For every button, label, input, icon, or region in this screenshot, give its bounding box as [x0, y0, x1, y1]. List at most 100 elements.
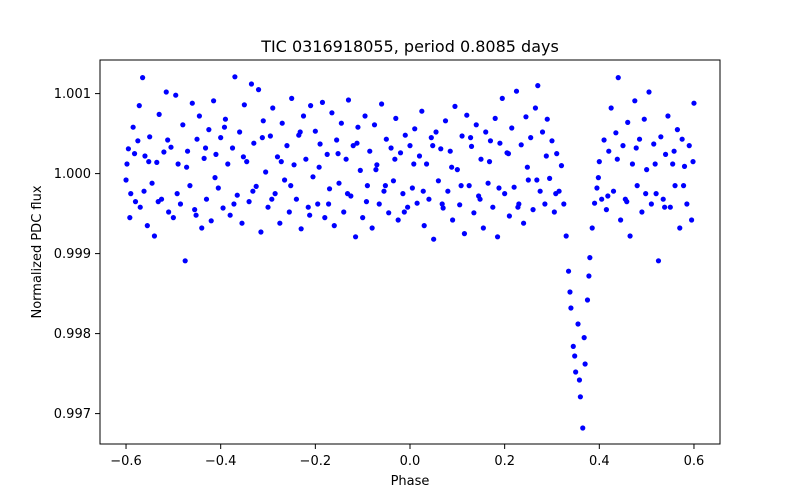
data-point	[544, 116, 550, 122]
data-point	[263, 169, 269, 175]
data-point	[241, 102, 247, 108]
data-point	[316, 164, 322, 170]
data-point	[315, 201, 321, 207]
data-point	[388, 145, 394, 151]
data-point	[543, 153, 549, 159]
data-point	[202, 145, 209, 151]
data-point	[549, 138, 555, 144]
data-point	[601, 137, 607, 143]
data-point	[397, 150, 404, 156]
data-point	[260, 118, 266, 124]
data-point	[141, 188, 147, 194]
x-tick-label: 0.2	[494, 454, 515, 469]
data-point	[513, 88, 520, 94]
data-point	[525, 177, 531, 183]
data-point	[374, 162, 380, 168]
data-point	[515, 204, 521, 210]
x-tick-label: 0.4	[589, 454, 610, 469]
y-tick-label: 1.000	[54, 167, 91, 182]
data-point	[193, 212, 199, 218]
data-point	[610, 188, 617, 194]
data-point	[636, 136, 643, 142]
data-point	[478, 156, 484, 162]
data-point	[231, 201, 237, 207]
x-axis-label: Phase	[391, 474, 430, 489]
data-point	[180, 122, 186, 128]
data-point	[272, 191, 278, 197]
data-point	[379, 101, 385, 107]
y-tick-label: 0.997	[54, 407, 91, 422]
data-point	[605, 193, 611, 199]
data-point	[363, 199, 370, 205]
data-point	[511, 184, 517, 190]
data-point	[587, 255, 593, 261]
data-point	[221, 124, 228, 130]
data-point	[565, 268, 572, 274]
data-point	[547, 175, 553, 181]
data-point	[660, 196, 666, 202]
data-point	[251, 140, 257, 146]
data-point	[509, 125, 515, 131]
data-point	[142, 153, 148, 159]
data-point	[156, 111, 162, 117]
data-point	[428, 135, 434, 141]
data-point	[449, 164, 455, 170]
data-point	[355, 124, 361, 130]
data-point	[220, 205, 226, 211]
data-point	[401, 209, 407, 215]
data-point	[535, 83, 541, 89]
data-point	[175, 161, 181, 167]
data-point	[582, 361, 588, 367]
data-point	[421, 223, 427, 229]
data-point	[684, 201, 690, 207]
y-tick-label: 0.999	[54, 247, 91, 262]
data-point	[184, 164, 190, 170]
data-point	[307, 212, 313, 218]
data-point	[520, 220, 527, 226]
data-point	[305, 204, 311, 210]
data-point	[182, 258, 188, 264]
data-point	[466, 183, 472, 189]
data-point	[457, 202, 463, 208]
data-point	[253, 183, 259, 189]
data-point	[471, 210, 477, 216]
data-point	[558, 163, 565, 169]
data-point	[487, 138, 494, 144]
data-point	[606, 148, 612, 154]
data-point	[317, 141, 323, 147]
data-point	[554, 151, 560, 157]
data-point	[206, 127, 212, 133]
data-point	[551, 209, 557, 215]
data-point	[570, 343, 576, 349]
data-point	[136, 103, 142, 109]
data-point	[450, 217, 456, 223]
data-point	[165, 137, 171, 143]
data-point	[473, 122, 479, 128]
data-point	[135, 138, 141, 144]
data-point	[445, 188, 451, 194]
data-point	[691, 100, 697, 106]
data-point	[440, 205, 446, 211]
data-point	[454, 167, 460, 173]
data-point	[468, 143, 475, 149]
data-point	[334, 137, 340, 143]
data-point	[433, 129, 439, 135]
data-point	[494, 234, 501, 240]
data-point	[345, 97, 352, 103]
data-point	[586, 273, 592, 279]
data-point	[369, 225, 375, 231]
data-point	[477, 196, 483, 202]
data-point	[284, 143, 290, 149]
data-point	[537, 188, 543, 194]
data-point	[542, 201, 548, 207]
data-point	[269, 196, 275, 202]
data-point	[679, 136, 685, 142]
data-point	[620, 143, 626, 149]
data-point	[267, 133, 273, 139]
data-point	[502, 191, 508, 197]
data-point	[381, 188, 387, 194]
data-point	[201, 155, 207, 161]
data-point	[435, 178, 441, 184]
data-point	[405, 204, 411, 210]
data-points	[123, 74, 697, 431]
